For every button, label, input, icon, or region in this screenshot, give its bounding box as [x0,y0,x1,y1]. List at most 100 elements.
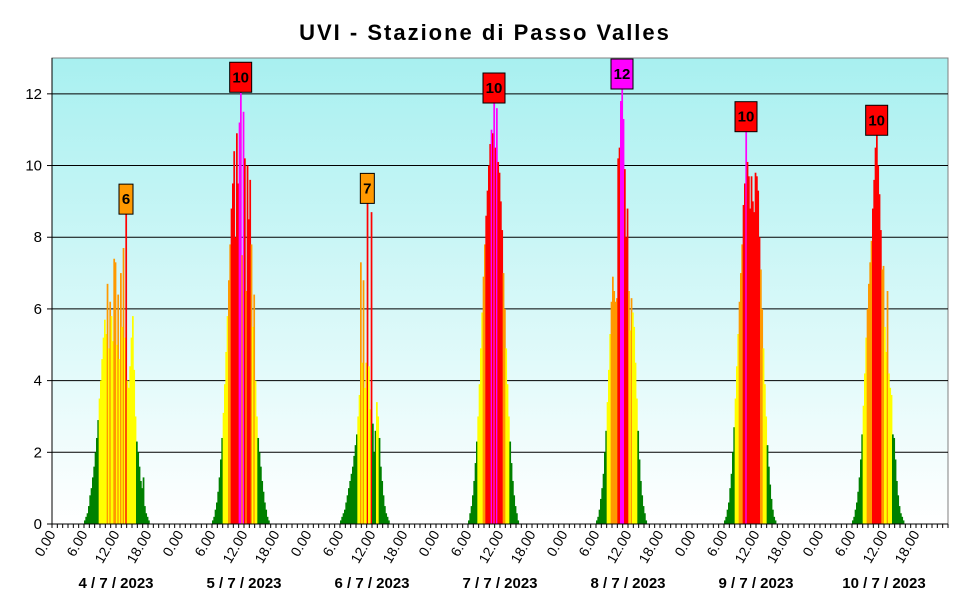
peak-badge [865,104,889,136]
uvi-bar [374,430,377,524]
uvi-bar [254,380,257,524]
uvi-bar [636,398,638,524]
uvi-bar [108,348,110,524]
uvi-bar [481,312,484,524]
uvi-bar [110,316,113,524]
uvi-bar [90,488,93,524]
date-label: 8 / 7 / 2023 [590,575,665,592]
uvi-bar [98,398,101,524]
uvi-bar [236,133,238,524]
uvi-bar [224,384,226,524]
uvi-bar [230,208,233,525]
uvi-bar [345,502,348,524]
uvi-bar [261,480,264,524]
x-tick-label: 12.00 [347,527,378,566]
uvi-bar [761,308,764,524]
uvi-bar [770,498,773,524]
uvi-bar [730,473,733,524]
uvi-bar [101,359,104,524]
uvi-bar [757,190,760,524]
uvi-bar [898,506,901,524]
uvi-bar [484,244,486,524]
peak-label: 10 [868,112,885,129]
uvi-bar [258,452,261,524]
uvi-bar [740,273,742,524]
peak-label: 10 [738,109,755,126]
uvi-bar [137,452,140,524]
date-label: 10 / 7 / 2023 [842,575,925,592]
uvi-bar [148,520,150,524]
uvi-bar [756,176,758,525]
uvi-bar [388,520,390,524]
uvi-bar [136,441,138,524]
date-label: 4 / 7 / 2023 [78,575,153,592]
uvi-bar [734,398,737,524]
uvi-bar [601,488,604,524]
uvi-bar [480,348,482,524]
uvi-bar [370,212,373,524]
uvi-bar [232,183,234,524]
uvi-bar [726,509,729,524]
uvi-bar [874,147,877,524]
x-tick-label: 18.00 [251,527,282,566]
uvi-bar [732,452,734,524]
uvi-bar [121,326,124,524]
uvi-bar [114,262,117,524]
uvi-bar [256,416,258,524]
uvi-bar [733,427,736,524]
uvi-bar [248,219,250,525]
uvi-bar [385,513,388,524]
x-tick-label: 18.00 [379,527,410,566]
uvi-bar [217,491,220,524]
axes [51,58,949,528]
uvi-bar [861,434,864,524]
uvi-bar [514,506,517,524]
uvi-bar [346,495,349,524]
uvi-bar [897,495,900,524]
uvi-bar [380,466,382,524]
uvi-bar [360,262,362,524]
uvi-bar [645,520,648,524]
uvi-bar [357,416,360,524]
peak-badge [118,183,134,215]
uvi-bar [750,176,753,525]
uvi-bar [862,405,865,524]
uvi-bar [354,445,357,524]
uvi-bar [516,513,518,524]
uvi-bar [265,509,268,524]
uvi-bar [142,477,145,524]
uvi-bar [877,165,880,525]
uvi-bar [642,506,645,524]
uvi-bar [884,326,886,524]
uvi-bar [241,255,244,524]
uvi-bar [752,201,754,524]
uvi-bar [240,90,242,524]
peak-label: 12 [614,66,631,83]
uvi-bar [86,513,89,524]
x-tick-label: 18.00 [507,527,538,566]
uvi-bar [517,520,520,524]
uvi-bar [130,337,133,524]
uvi-bar [93,466,96,524]
uvi-bar [881,269,884,524]
uvi-bar [876,133,878,524]
uvi-bar [102,337,105,524]
uvi-bar [869,262,872,524]
peak-label: 7 [363,180,371,197]
uvi-bar [122,247,125,524]
x-tick-label: 6.00 [191,527,219,559]
date-label: 7 / 7 / 2023 [462,575,537,592]
uvi-bar [473,480,476,524]
uvi-bar [229,244,232,524]
uvi-bar [97,420,100,524]
uvi-bar [492,133,494,524]
uvi-bar [888,373,890,524]
uvi-bar [614,301,617,524]
uvi-bar [386,516,389,524]
uvi-bar [362,280,365,524]
uvi-bar [774,520,777,524]
uvi-bar [872,208,874,525]
uvi-bar [613,291,616,524]
uvi-bar [900,513,902,524]
